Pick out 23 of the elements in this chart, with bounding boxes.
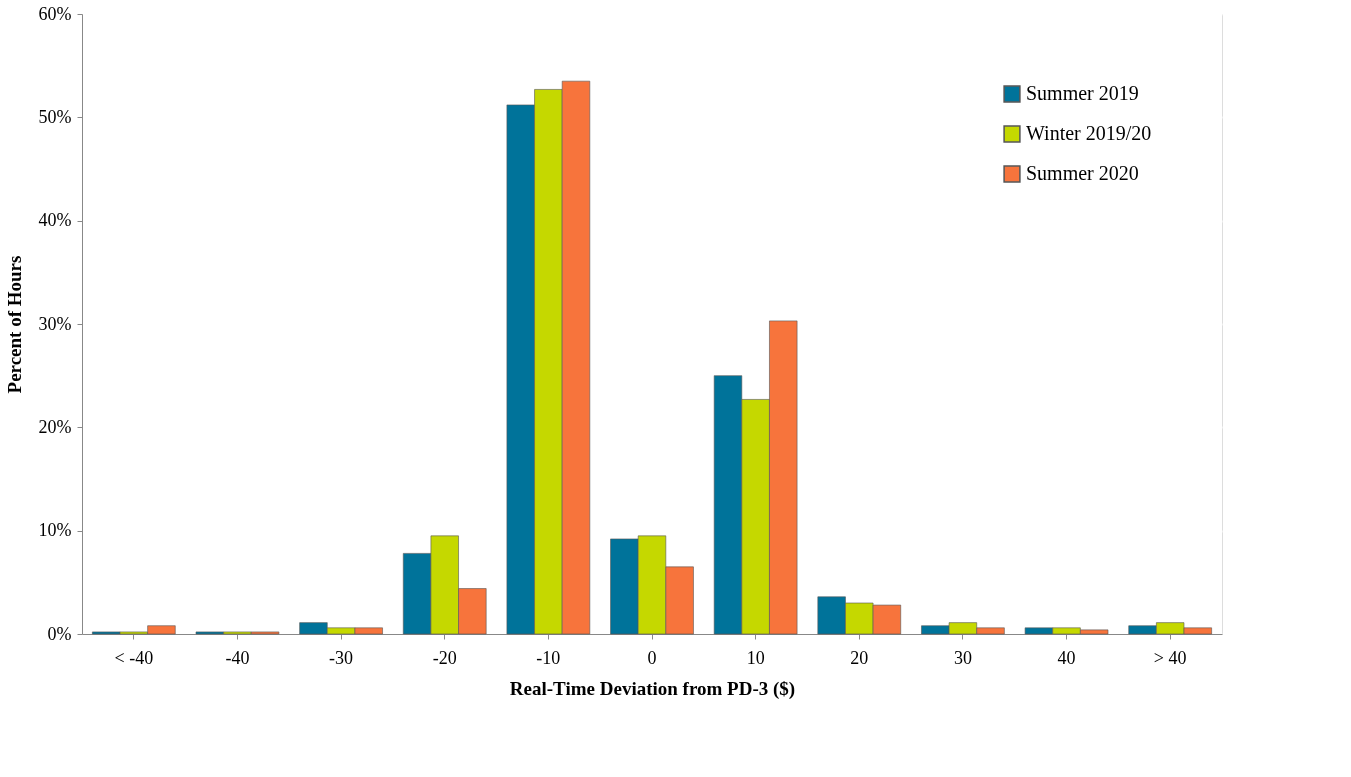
x-tick-label: 30 [953,647,972,668]
x-tick-label: 0 [647,647,657,668]
y-tick-label: 50% [38,106,72,127]
x-tick-label: -40 [225,647,250,668]
y-tick-label: 20% [38,416,72,437]
y-tick-label: 10% [38,520,72,541]
x-tick-label: 10 [746,647,765,668]
x-tick-label: 40 [1057,647,1076,668]
x-tick-label: -10 [536,647,561,668]
y-tick-label: 40% [38,210,72,231]
x-axis-title: Real-Time Deviation from PD-3 ($) [509,677,796,700]
legend-label: Summer 2020 [1026,162,1139,184]
y-tick-label: 0% [47,623,72,644]
y-tick-label: 60% [38,3,72,24]
x-tick-label: -20 [432,647,457,668]
x-tick-label: < -40 [114,647,154,668]
x-tick-label: 20 [850,647,869,668]
y-axis-title: Percent of Hours [3,255,25,394]
legend-label: Summer 2019 [1026,82,1139,104]
y-tick-label: 30% [38,313,72,334]
legend-label: Winter 2019/20 [1026,122,1152,144]
x-tick-label: -30 [329,647,354,668]
x-tick-label: > 40 [1153,647,1187,668]
